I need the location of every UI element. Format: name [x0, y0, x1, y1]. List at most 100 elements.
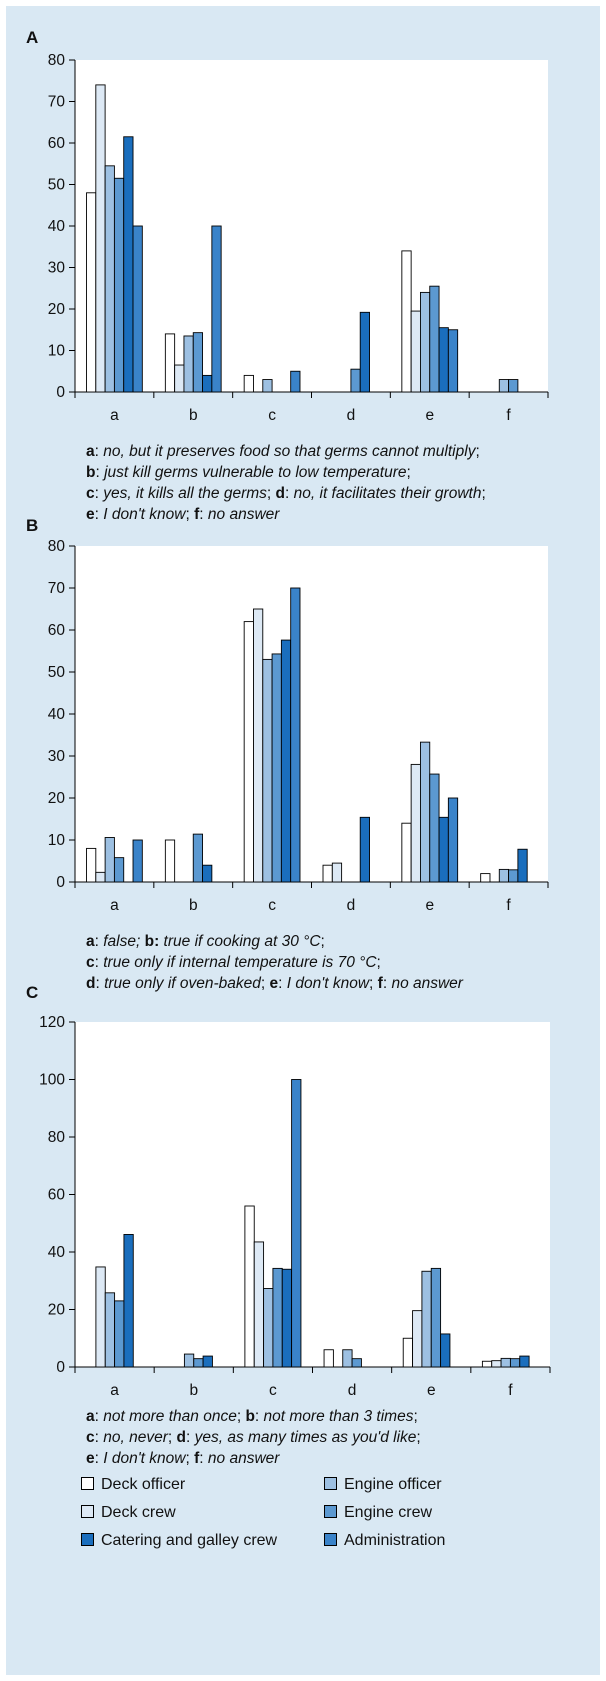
y-tick-label: 60: [48, 1187, 66, 1204]
bar: [480, 873, 491, 883]
y-tick-label: 0: [56, 874, 65, 891]
y-tick-label: 20: [48, 301, 66, 318]
bar: [272, 1267, 283, 1368]
bar: [114, 1300, 125, 1368]
legend-swatch: [81, 1505, 94, 1519]
bar: [192, 833, 204, 883]
legend-label: Deck officer: [101, 1476, 186, 1493]
legend-swatch: [81, 1533, 94, 1547]
bar: [290, 587, 301, 883]
bar: [447, 797, 459, 883]
legend-item-deck-crew: Deck crew: [81, 1504, 176, 1522]
x-tick-label: a: [110, 407, 119, 424]
y-tick-label: 10: [48, 343, 66, 360]
legend-label: Administration: [344, 1532, 446, 1549]
chart-b: 0 10 20 30 40 50 60 70 80 a b c d e f: [48, 538, 549, 914]
plot-area: [75, 60, 548, 392]
caption-line: c: yes, it kills all the germs; d: no, i…: [86, 485, 486, 502]
y-tick-label: 60: [48, 622, 66, 639]
x-tick-label: f: [506, 407, 511, 424]
x-tick-label: d: [348, 1382, 357, 1399]
panel-label-c: C: [26, 983, 39, 1002]
legend-label: Engine officer: [344, 1476, 442, 1493]
y-tick-label: 40: [48, 706, 66, 723]
plot-area: [75, 546, 548, 882]
legend-label: Engine crew: [344, 1504, 433, 1521]
bar: [193, 1358, 204, 1368]
x-tick-label: e: [427, 1382, 436, 1399]
bar: [263, 1288, 274, 1368]
chart-a: 0 10 20 30 40 50 60 70 80 a b c d e f: [48, 52, 549, 424]
bar: [412, 1310, 423, 1368]
legend-item-engine-crew: Engine crew: [324, 1504, 432, 1522]
bar: [202, 864, 213, 883]
bar: [113, 857, 125, 883]
legend-item-catering: Catering and galley crew: [81, 1532, 277, 1550]
bar: [243, 374, 254, 393]
bar: [123, 1234, 134, 1368]
bar: [402, 1337, 414, 1368]
legend-swatch: [324, 1505, 337, 1519]
bar: [440, 1333, 451, 1368]
caption-c: a: not more than once; b: not more than …: [86, 1406, 421, 1469]
bar: [323, 1349, 334, 1368]
bar: [421, 1270, 432, 1368]
bar: [508, 379, 519, 393]
bar: [192, 332, 204, 393]
bar: [95, 1266, 106, 1368]
bar: [132, 839, 143, 883]
y-tick-label: 10: [48, 832, 66, 849]
bar: [519, 1355, 530, 1368]
bar: [244, 1205, 255, 1368]
y-tick-label: 80: [48, 52, 66, 69]
x-tick-label: a: [110, 897, 119, 914]
bar: [290, 370, 301, 393]
bar: [331, 862, 343, 883]
y-tick-label: 120: [39, 1014, 65, 1031]
bar: [202, 1355, 213, 1368]
chart-c: 0 20 40 60 80 100 120 a b c d e f: [39, 1014, 551, 1399]
x-tick-label: b: [189, 1382, 198, 1399]
bar: [132, 225, 143, 393]
bar: [500, 1357, 511, 1368]
bar: [164, 839, 176, 883]
caption-a: a: no, but it preserves food so that ger…: [86, 441, 486, 525]
legend-label: Catering and galley crew: [101, 1532, 278, 1549]
bar: [342, 1349, 353, 1368]
caption-line: b: just kill germs vulnerable to low tem…: [86, 464, 411, 481]
x-tick-label: b: [189, 897, 198, 914]
legend-item-deck-officer: Deck officer: [81, 1476, 185, 1494]
x-tick-label: e: [425, 897, 434, 914]
caption-line: a: not more than once; b: not more than …: [86, 1408, 418, 1425]
legend-swatch: [324, 1533, 337, 1547]
bar: [253, 1241, 265, 1368]
bar: [491, 1360, 502, 1368]
panel-label-b: B: [26, 516, 39, 535]
bar: [164, 333, 176, 393]
bar: [481, 1360, 493, 1368]
y-tick-label: 100: [39, 1072, 65, 1089]
y-tick-label: 20: [48, 1302, 66, 1319]
x-tick-label: f: [506, 897, 511, 914]
bar: [359, 311, 370, 393]
legend-item-administration: Administration: [324, 1532, 445, 1550]
bar: [86, 847, 97, 883]
caption-line: e: I don't know; f: no answer: [86, 506, 280, 523]
plot-area: [75, 1022, 550, 1367]
caption-line: c: no, never; d: yes, as many times as y…: [86, 1429, 421, 1446]
caption-line: c: true only if internal temperature is …: [86, 954, 381, 971]
y-tick-label: 70: [48, 580, 66, 597]
caption-line: a: false; b: true if cooking at 30 °C;: [86, 933, 325, 950]
y-tick-label: 30: [48, 748, 66, 765]
bar: [447, 329, 459, 393]
x-tick-label: e: [425, 407, 434, 424]
bar: [211, 225, 222, 393]
bar: [104, 1292, 116, 1368]
figure-panel: A B C 0 10 20 30 40 50 60 70 80 a b c d e f 0 10 20 30 40 5…: [6, 6, 600, 1675]
x-tick-label: c: [268, 897, 276, 914]
y-tick-label: 50: [48, 177, 66, 194]
x-tick-label: d: [347, 407, 356, 424]
legend-label: Deck crew: [101, 1504, 176, 1521]
bar: [509, 1358, 521, 1368]
bar: [517, 848, 528, 883]
